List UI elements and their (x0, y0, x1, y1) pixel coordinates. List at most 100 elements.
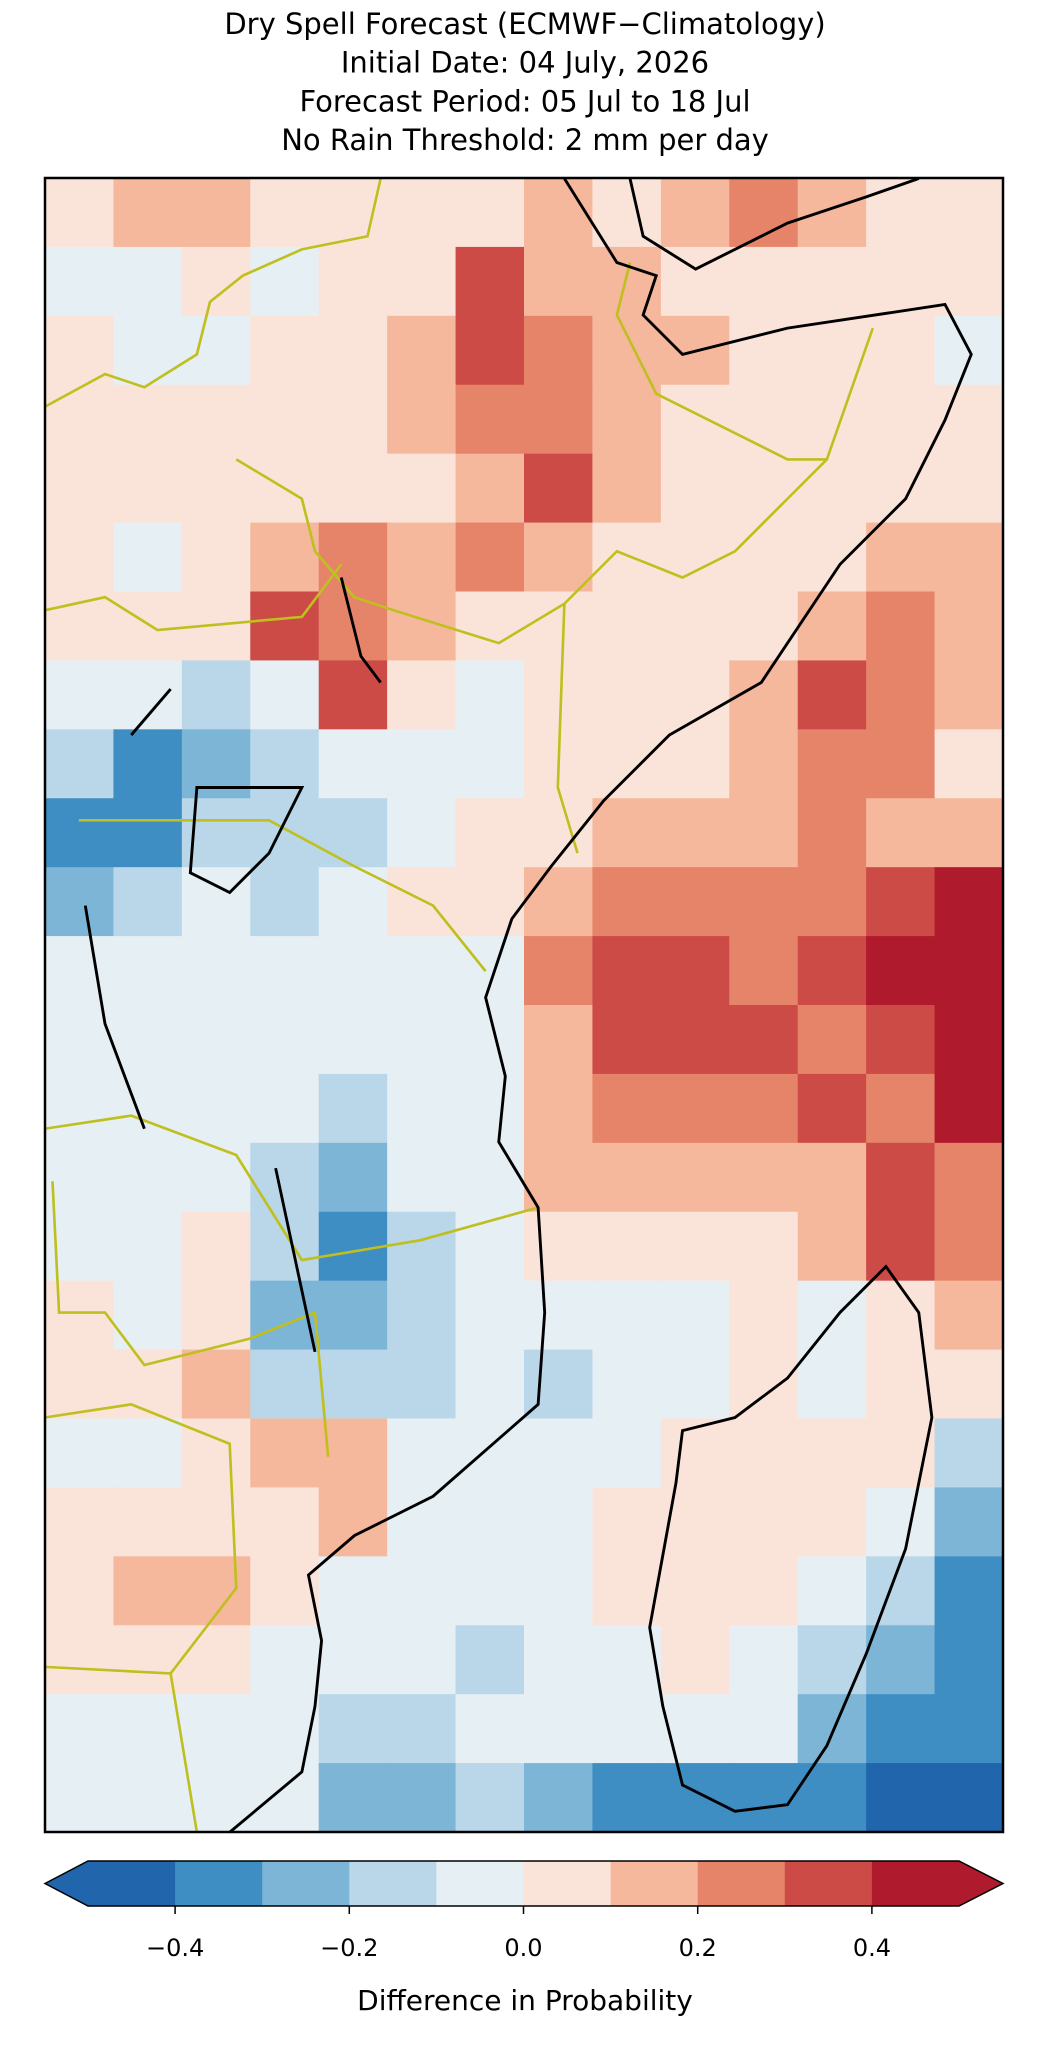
grid-cell (250, 660, 320, 730)
grid-cell (729, 1556, 799, 1626)
grid-cell (729, 1487, 799, 1557)
grid-cell (455, 246, 525, 317)
grid-cell (113, 1142, 183, 1213)
grid-cell (250, 1142, 320, 1213)
grid-cell (660, 867, 730, 937)
grid-cell (866, 1694, 936, 1764)
grid-cell (181, 1280, 251, 1351)
grid-cell (797, 178, 867, 248)
grid-cell (729, 1211, 799, 1282)
grid-cell (181, 453, 251, 524)
grid-cell (866, 1211, 936, 1282)
colorbar-segment (871, 1861, 960, 1906)
grid-cell (250, 1625, 320, 1695)
grid-cell (866, 246, 936, 317)
grid-cell (45, 660, 114, 730)
grid-cell (45, 246, 114, 317)
grid-cell (318, 1487, 388, 1557)
grid-cell (592, 798, 662, 868)
grid-cell (45, 867, 114, 937)
colorbar: −0.4 −0.2 0.0 0.2 0.4 (43, 1860, 1005, 1962)
grid-cell (181, 1005, 251, 1075)
grid-cell (387, 178, 457, 248)
grid-cell (45, 1418, 114, 1488)
grid-cell (797, 1073, 867, 1144)
colorbar-segment (697, 1861, 786, 1906)
coastlines (83, 177, 973, 1834)
grid-cell (387, 1211, 457, 1282)
grid-cell (592, 1556, 662, 1626)
colorbar-segment (523, 1861, 612, 1906)
border (615, 262, 827, 461)
grid-cell (318, 660, 388, 730)
grid-cell (524, 1556, 593, 1626)
grid-cell (455, 1349, 525, 1419)
grid-cell (250, 246, 320, 317)
grid-cell (866, 936, 936, 1006)
grid-cell (387, 729, 457, 799)
colorbar-tick-label: 0.2 (679, 1934, 717, 1962)
grid-cell (113, 1073, 183, 1144)
colorbar-tick-label: −0.2 (320, 1934, 378, 1962)
grid-cell (729, 178, 799, 248)
grid-cell (797, 936, 867, 1006)
grid-cell (934, 1694, 1004, 1764)
grid-cell (387, 522, 457, 592)
grid-cell (113, 1211, 183, 1282)
grid-cell (797, 246, 867, 317)
grid-cell (455, 315, 525, 386)
grid-cell (934, 522, 1004, 592)
grid-cell (387, 936, 457, 1006)
grid-cell (181, 1073, 251, 1144)
grid-cell (797, 1142, 867, 1213)
grid-cell (524, 453, 593, 524)
grid-cell (455, 178, 525, 248)
grid-cell (250, 1349, 320, 1419)
title-line: No Rain Threshold: 2 mm per day (281, 123, 769, 157)
grid-cell (797, 453, 867, 524)
grid-cell (934, 729, 1004, 799)
grid-cell (934, 1556, 1004, 1626)
grid-cell (45, 1556, 114, 1626)
grid-cell (45, 1073, 114, 1144)
grid-cell (729, 1280, 799, 1351)
grid-cell (318, 1418, 388, 1488)
grid-cell (387, 867, 457, 937)
grid-cell (250, 1763, 320, 1833)
grid-cell (592, 729, 662, 799)
colorbar-segment (175, 1861, 263, 1906)
grid-cell (387, 1556, 457, 1626)
grid-cell (45, 1142, 114, 1213)
grid-cell (455, 453, 525, 524)
grid-cell (866, 798, 936, 868)
grid-cell (934, 1487, 1004, 1557)
grid-cell (660, 1005, 730, 1075)
grid-cell (797, 315, 867, 386)
grid-cell (660, 1142, 730, 1213)
grid-cell (866, 1556, 936, 1626)
grid-cell (45, 1280, 114, 1351)
grid-cell (250, 315, 320, 386)
grid-cell (387, 315, 457, 386)
grid-cell (866, 1763, 936, 1833)
grid-cell (387, 1280, 457, 1351)
grid-cell (524, 591, 593, 661)
grid-cell (455, 1418, 525, 1488)
grid-cell (797, 798, 867, 868)
grid-cell (797, 1556, 867, 1626)
grid-cell (250, 1694, 320, 1764)
grid-cell (455, 798, 525, 868)
grid-cell (250, 798, 320, 868)
grid-cell (592, 1418, 662, 1488)
grid-cell (797, 1280, 867, 1351)
grid-cell (113, 867, 183, 937)
grid-cell (660, 384, 730, 455)
grid-cell (318, 1005, 388, 1075)
grid-cell (318, 729, 388, 799)
grid-cell (318, 798, 388, 868)
grid-cell (45, 1763, 114, 1833)
grid-cell (387, 1487, 457, 1557)
grid-cell (729, 1418, 799, 1488)
grid-cell (113, 246, 183, 317)
grid-cell (318, 1280, 388, 1351)
